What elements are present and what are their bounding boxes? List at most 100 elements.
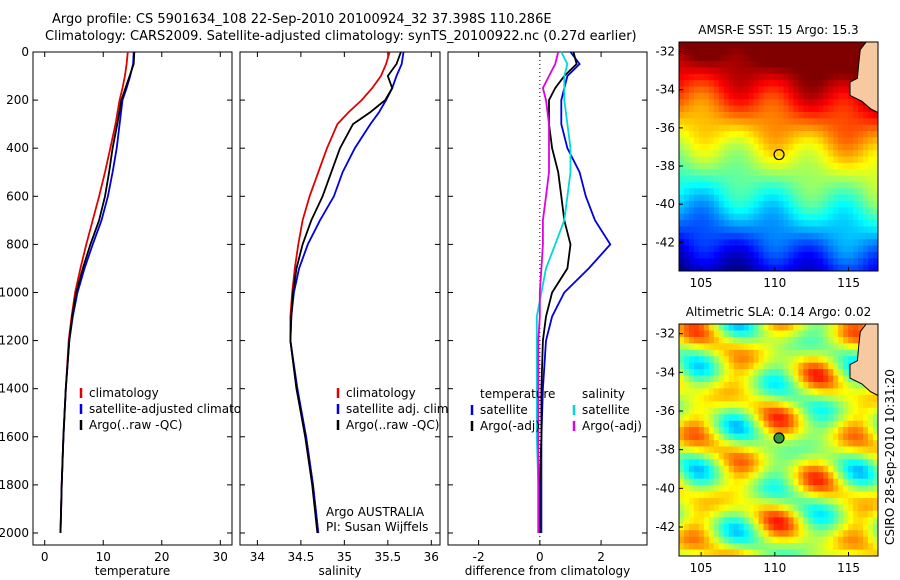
map-cell: [679, 362, 685, 370]
map-cell: [768, 452, 774, 460]
map-cell: [763, 162, 769, 170]
map-cell: [818, 349, 824, 357]
map-cell: [748, 118, 755, 126]
map-cell: [768, 118, 774, 126]
map-cell: [818, 143, 824, 151]
map-cell: [758, 226, 764, 234]
map-cell: [718, 54, 725, 62]
map-cell: [823, 73, 829, 81]
map-cell: [698, 131, 705, 138]
map-cell: [833, 356, 839, 364]
map-cell: [688, 324, 695, 331]
map-cell: [679, 80, 685, 87]
map-cell: [843, 169, 849, 176]
map-cell: [753, 162, 760, 170]
map-cell: [863, 498, 869, 505]
map-cell: [803, 388, 809, 396]
map-cell: [743, 220, 750, 227]
map-cell: [833, 220, 839, 227]
map-cell: [823, 105, 829, 113]
map-cell: [708, 201, 715, 208]
map-cell: [848, 207, 854, 215]
map-cell: [808, 407, 814, 415]
map-cell: [693, 181, 700, 189]
map-cell: [698, 80, 705, 87]
map-cell: [793, 543, 799, 550]
map-cell: [823, 137, 829, 145]
map-cell: [679, 510, 685, 518]
map-cell: [853, 523, 859, 531]
map-cell: [818, 156, 824, 164]
map-cell: [868, 264, 874, 272]
map-cell: [858, 517, 864, 525]
map-cell: [708, 446, 715, 454]
map-cell: [863, 124, 869, 132]
map-cell: [818, 111, 824, 119]
map-cell: [723, 510, 730, 518]
map-cell: [823, 336, 829, 344]
map-cell: [778, 175, 784, 183]
map-cell: [683, 517, 690, 525]
map-cell: [708, 356, 715, 364]
map-cell: [793, 232, 799, 240]
map-cell: [788, 73, 794, 81]
map-cell: [763, 504, 769, 512]
map-cell: [773, 375, 779, 383]
map-cell: [868, 258, 874, 266]
map-cell: [868, 239, 874, 246]
map-cell: [833, 48, 839, 56]
map-cell: [758, 433, 764, 441]
map-cell: [713, 239, 720, 246]
map-cell: [728, 459, 735, 467]
map-cell: [848, 137, 854, 145]
map-cell: [718, 440, 725, 447]
map-cell: [758, 375, 764, 383]
map-cell: [698, 201, 705, 208]
map-cell: [713, 73, 720, 81]
map-cell: [703, 232, 710, 240]
map-cell: [808, 175, 814, 183]
map-cell: [743, 48, 750, 56]
map-cell: [733, 478, 740, 486]
map-cell: [853, 491, 859, 499]
map-cell: [808, 330, 814, 338]
map-cell: [688, 478, 695, 486]
map-cell: [858, 258, 864, 266]
map-cell: [853, 388, 859, 396]
map-cell: [713, 530, 720, 538]
annotation: Argo AUSTRALIA: [326, 505, 425, 519]
map-cell: [728, 220, 735, 227]
map-cell: [738, 394, 745, 402]
map-cell: [848, 330, 854, 338]
map-cell: [743, 485, 750, 492]
map-cell: [823, 48, 829, 56]
map-cell: [763, 510, 769, 518]
map-cell: [718, 536, 725, 544]
map-cell: [773, 156, 779, 164]
map-cell: [728, 362, 735, 370]
map-cell: [823, 324, 829, 331]
map-cell: [713, 99, 720, 107]
map-cell: [823, 504, 829, 512]
map-cell: [763, 362, 769, 370]
map-cell: [793, 188, 799, 196]
legend-header: temperature: [480, 387, 555, 401]
map-cell: [788, 459, 794, 467]
map-cell: [728, 420, 735, 428]
map-cell: [853, 414, 859, 422]
map-cell: [803, 111, 809, 119]
map-cell: [688, 523, 695, 531]
map-cell: [838, 175, 844, 183]
map-cell: [743, 137, 750, 145]
map-cell: [803, 245, 809, 253]
map-cell: [783, 239, 789, 246]
map-cell: [818, 440, 824, 447]
map-cell: [683, 42, 690, 49]
map-cell: [853, 105, 859, 113]
map-cell: [723, 349, 730, 357]
map-cell: [698, 213, 705, 221]
map-cell: [823, 510, 829, 518]
map-cell: [753, 440, 760, 447]
map-cell: [868, 446, 874, 454]
map-cell: [833, 156, 839, 164]
